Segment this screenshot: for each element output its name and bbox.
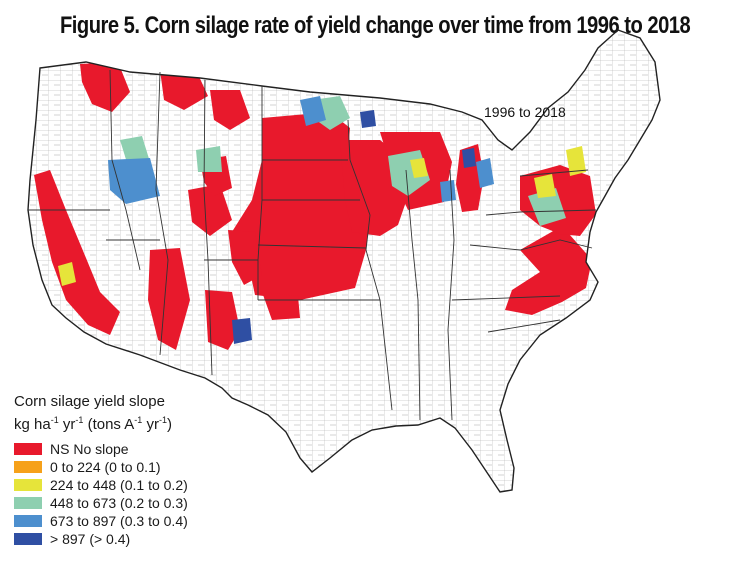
- legend-item-label: 224 to 448 (0.1 to 0.2): [50, 477, 188, 493]
- legend-swatch: [14, 479, 42, 491]
- legend-swatch: [14, 461, 42, 473]
- legend-item-label: 673 to 897 (0.3 to 0.4): [50, 513, 188, 529]
- legend-item-224-to-448: 224 to 448 (0.1 to 0.2): [14, 476, 188, 494]
- legend-item-over-897: > 897 (> 0.4): [14, 530, 188, 548]
- us-outline: [27, 29, 661, 493]
- legend-item-label: > 897 (> 0.4): [50, 531, 131, 547]
- legend-units: kg ha-1 yr-1 (tons A-1 yr-1): [14, 411, 188, 434]
- legend-units-exponent: -1: [75, 415, 84, 425]
- legend-units-part: yr: [58, 416, 76, 433]
- yellow-slope-areas: [58, 146, 586, 286]
- figure-title: Figure 5. Corn silage rate of yield chan…: [60, 12, 691, 39]
- legend-units-part: kg ha: [14, 416, 51, 433]
- legend-item-448-to-673: 448 to 673 (0.2 to 0.3): [14, 494, 188, 512]
- legend-units-exponent: -1: [50, 415, 59, 425]
- legend-swatch: [14, 515, 42, 527]
- state-borders: [28, 69, 597, 421]
- legend-item-label: 448 to 673 (0.2 to 0.3): [50, 495, 188, 511]
- legend-units-exponent: -1: [158, 415, 167, 425]
- legend-item-label: 0 to 224 (0 to 0.1): [50, 459, 161, 475]
- period-label: 1996 to 2018: [484, 104, 566, 120]
- legend-units-part: yr: [142, 416, 159, 433]
- legend-units-exponent: -1: [134, 415, 143, 425]
- legend-units-part: ): [166, 416, 172, 433]
- teal-slope-areas: [120, 96, 566, 226]
- legend: Corn silage yield slope kg ha-1 yr-1 (to…: [14, 392, 188, 548]
- legend-swatch: [14, 497, 42, 509]
- legend-item-label: NS No slope: [50, 441, 129, 457]
- legend-item-no-slope: NS No slope: [14, 440, 188, 458]
- legend-item-0-to-224: 0 to 224 (0 to 0.1): [14, 458, 188, 476]
- dark-blue-slope-areas: [232, 110, 476, 344]
- legend-title: Corn silage yield slope: [14, 393, 165, 410]
- legend-units-part: (tons A: [83, 416, 135, 433]
- legend-swatch: [14, 443, 42, 455]
- legend-item-673-to-897: 673 to 897 (0.3 to 0.4): [14, 512, 188, 530]
- legend-swatch: [14, 533, 42, 545]
